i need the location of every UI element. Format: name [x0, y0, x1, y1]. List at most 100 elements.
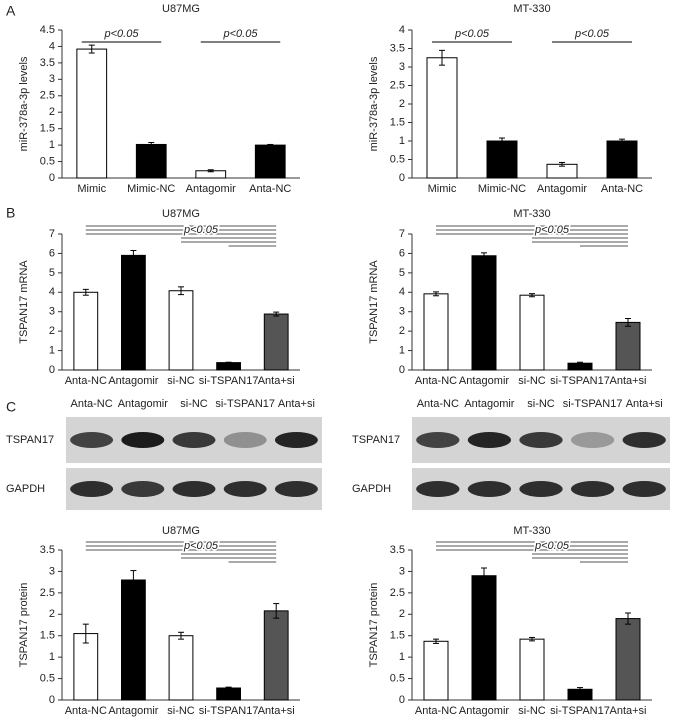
annotation: p<0.05 [454, 28, 490, 40]
error-bar [619, 138, 625, 144]
error-bar [148, 141, 155, 147]
bar [423, 293, 449, 371]
y-tick-label: 6 [399, 247, 405, 259]
bar [121, 254, 146, 371]
y-tick-label: 0 [49, 364, 55, 376]
y-tick-label: 3.5 [390, 42, 405, 54]
error-bar [273, 603, 280, 619]
y-tick-label: 1 [399, 135, 405, 147]
x-tick-label: si-TSPAN17 [199, 375, 259, 387]
x-tick-label: Anta-NC [415, 375, 457, 387]
y-tick-label: 5 [399, 267, 405, 279]
error-bar [82, 623, 89, 644]
error-bar [225, 686, 232, 690]
y-tick-label: 0 [49, 172, 55, 184]
blot-band [274, 432, 318, 448]
y-tick-label: 1.5 [40, 630, 55, 642]
x-tick-label: Anta+si [258, 375, 295, 387]
error-bar [130, 250, 137, 261]
blot-band [622, 432, 666, 448]
y-tick-label: 4.5 [40, 24, 55, 36]
x-tick-label: Anta-NC [415, 705, 457, 717]
error-bar [625, 612, 631, 625]
error-bar [88, 44, 95, 54]
y-tick-label: 2.5 [390, 79, 405, 91]
bar [135, 143, 167, 179]
x-tick-label: Antagomir [186, 183, 236, 195]
error-bar [481, 252, 487, 260]
y-tick-label: 0 [399, 172, 405, 184]
blot-band [223, 432, 267, 448]
x-tick-label: Antagomir [459, 705, 509, 717]
error-bar [625, 318, 631, 327]
lane-label: Anta+si [278, 398, 315, 410]
error-bar [499, 137, 505, 145]
y-tick-label: 2.5 [40, 90, 55, 102]
blot-band [223, 481, 267, 497]
blot-band [467, 432, 512, 448]
x-tick-label: si-NC [518, 705, 546, 717]
error-bar [433, 291, 439, 297]
error-bar [529, 636, 535, 642]
chart-title: MT-330 [513, 525, 550, 537]
x-tick-label: Antagomir [537, 183, 587, 195]
error-bar [267, 143, 274, 147]
error-bar [178, 286, 184, 296]
bar [423, 640, 449, 701]
y-tick-label: 6 [49, 247, 55, 259]
x-tick-label: Antagomir [459, 375, 509, 387]
y-tick-label: 5 [49, 267, 55, 279]
y-tick-label: 4 [49, 40, 55, 52]
y-tick-label: 3.5 [40, 544, 55, 556]
lane-label: Antagomir [464, 398, 514, 410]
bar [216, 362, 241, 371]
annotation: p<0.05 [574, 28, 610, 40]
y-tick-label: 1 [399, 344, 405, 356]
y-axis-label: TSPAN17 protein [368, 583, 380, 668]
error-bar [273, 311, 280, 317]
x-tick-label: Anta+si [610, 375, 647, 387]
error-bar [439, 49, 445, 66]
bar [121, 579, 146, 701]
error-bar [577, 687, 583, 692]
blot-band [570, 432, 615, 448]
bar [76, 48, 108, 179]
bar [471, 575, 497, 701]
panel-label: B [6, 205, 15, 221]
error-bar [207, 169, 214, 173]
y-tick-label: 0.5 [40, 155, 55, 167]
x-tick-label: Mimic-NC [127, 183, 175, 195]
y-tick-label: 1 [399, 651, 405, 663]
y-tick-label: 4 [399, 286, 405, 298]
y-tick-label: 3 [399, 306, 405, 318]
blot-band [467, 481, 512, 497]
bar [254, 144, 286, 179]
y-tick-label: 0.5 [390, 672, 405, 684]
x-tick-label: si-NC [518, 375, 546, 387]
bar [263, 610, 289, 701]
bar [73, 633, 99, 701]
annotation: p<0.05 [223, 28, 259, 40]
bar [486, 140, 518, 179]
x-tick-label: si-NC [167, 375, 195, 387]
blot-row-label: TSPAN17 [352, 434, 400, 446]
bar [216, 687, 241, 701]
bar [606, 140, 638, 179]
error-bar [178, 631, 184, 640]
x-tick-label: Anta-NC [601, 183, 643, 195]
lane-label: si-TSPAN17 [563, 398, 623, 410]
y-tick-label: 1 [49, 139, 55, 151]
annotation: p<0.05 [104, 28, 140, 40]
chart-title: U87MG [162, 208, 200, 220]
y-axis-label: TSPAN17 protein [18, 583, 30, 668]
y-axis-label: miR-378a-3p levels [18, 56, 30, 151]
panel-label: C [6, 399, 16, 415]
bar [426, 57, 458, 179]
chart-title: U87MG [162, 3, 200, 15]
error-bar [433, 638, 439, 644]
lane-label: Anta-NC [417, 398, 459, 410]
error-bar [529, 293, 535, 298]
error-bar [130, 570, 137, 590]
y-tick-label: 4 [49, 286, 55, 298]
